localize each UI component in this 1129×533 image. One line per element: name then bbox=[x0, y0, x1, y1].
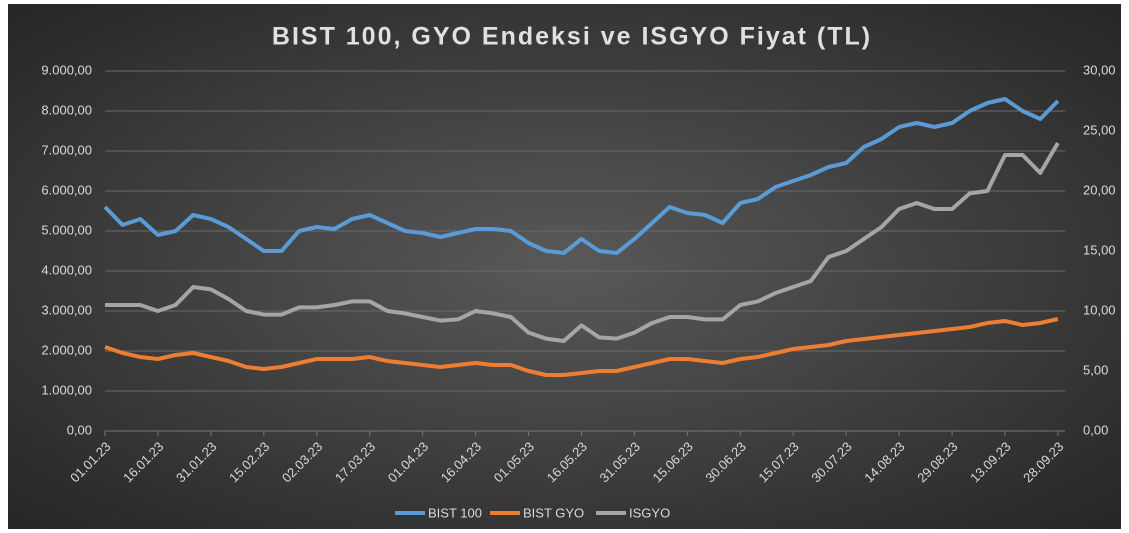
y2-tick-label: 30,00 bbox=[1083, 62, 1116, 77]
y-tick-label: 0,00 bbox=[67, 422, 92, 437]
y2-tick-label: 5,00 bbox=[1083, 362, 1108, 377]
y-tick-label: 8.000,00 bbox=[41, 102, 92, 117]
series-line bbox=[104, 317, 1059, 377]
y2-tick-label: 15,00 bbox=[1083, 242, 1116, 257]
legend-label: BIST GYO bbox=[523, 505, 584, 520]
y-tick-label: 4.000,00 bbox=[41, 262, 92, 277]
y2-tick-label: 10,00 bbox=[1083, 302, 1116, 317]
y-tick-label: 6.000,00 bbox=[41, 182, 92, 197]
y-tick-label: 7.000,00 bbox=[41, 142, 92, 157]
y-tick-label: 1.000,00 bbox=[41, 382, 92, 397]
y-tick-label: 2.000,00 bbox=[41, 342, 92, 357]
y-tick-label: 5.000,00 bbox=[41, 222, 92, 237]
chart-background bbox=[8, 4, 1121, 529]
y-tick-label: 9.000,00 bbox=[41, 62, 92, 77]
y2-tick-label: 25,00 bbox=[1083, 122, 1116, 137]
chart-title: BIST 100, GYO Endeksi ve ISGYO Fiyat (TL… bbox=[272, 23, 872, 51]
y2-tick-label: 0,00 bbox=[1083, 422, 1108, 437]
y2-tick-label: 20,00 bbox=[1083, 182, 1116, 197]
series-line bbox=[105, 141, 1060, 343]
y-tick-label: 3.000,00 bbox=[41, 302, 92, 317]
series-line bbox=[103, 97, 1060, 255]
legend-label: BIST 100 bbox=[428, 505, 482, 520]
legend-label: ISGYO bbox=[629, 505, 670, 520]
